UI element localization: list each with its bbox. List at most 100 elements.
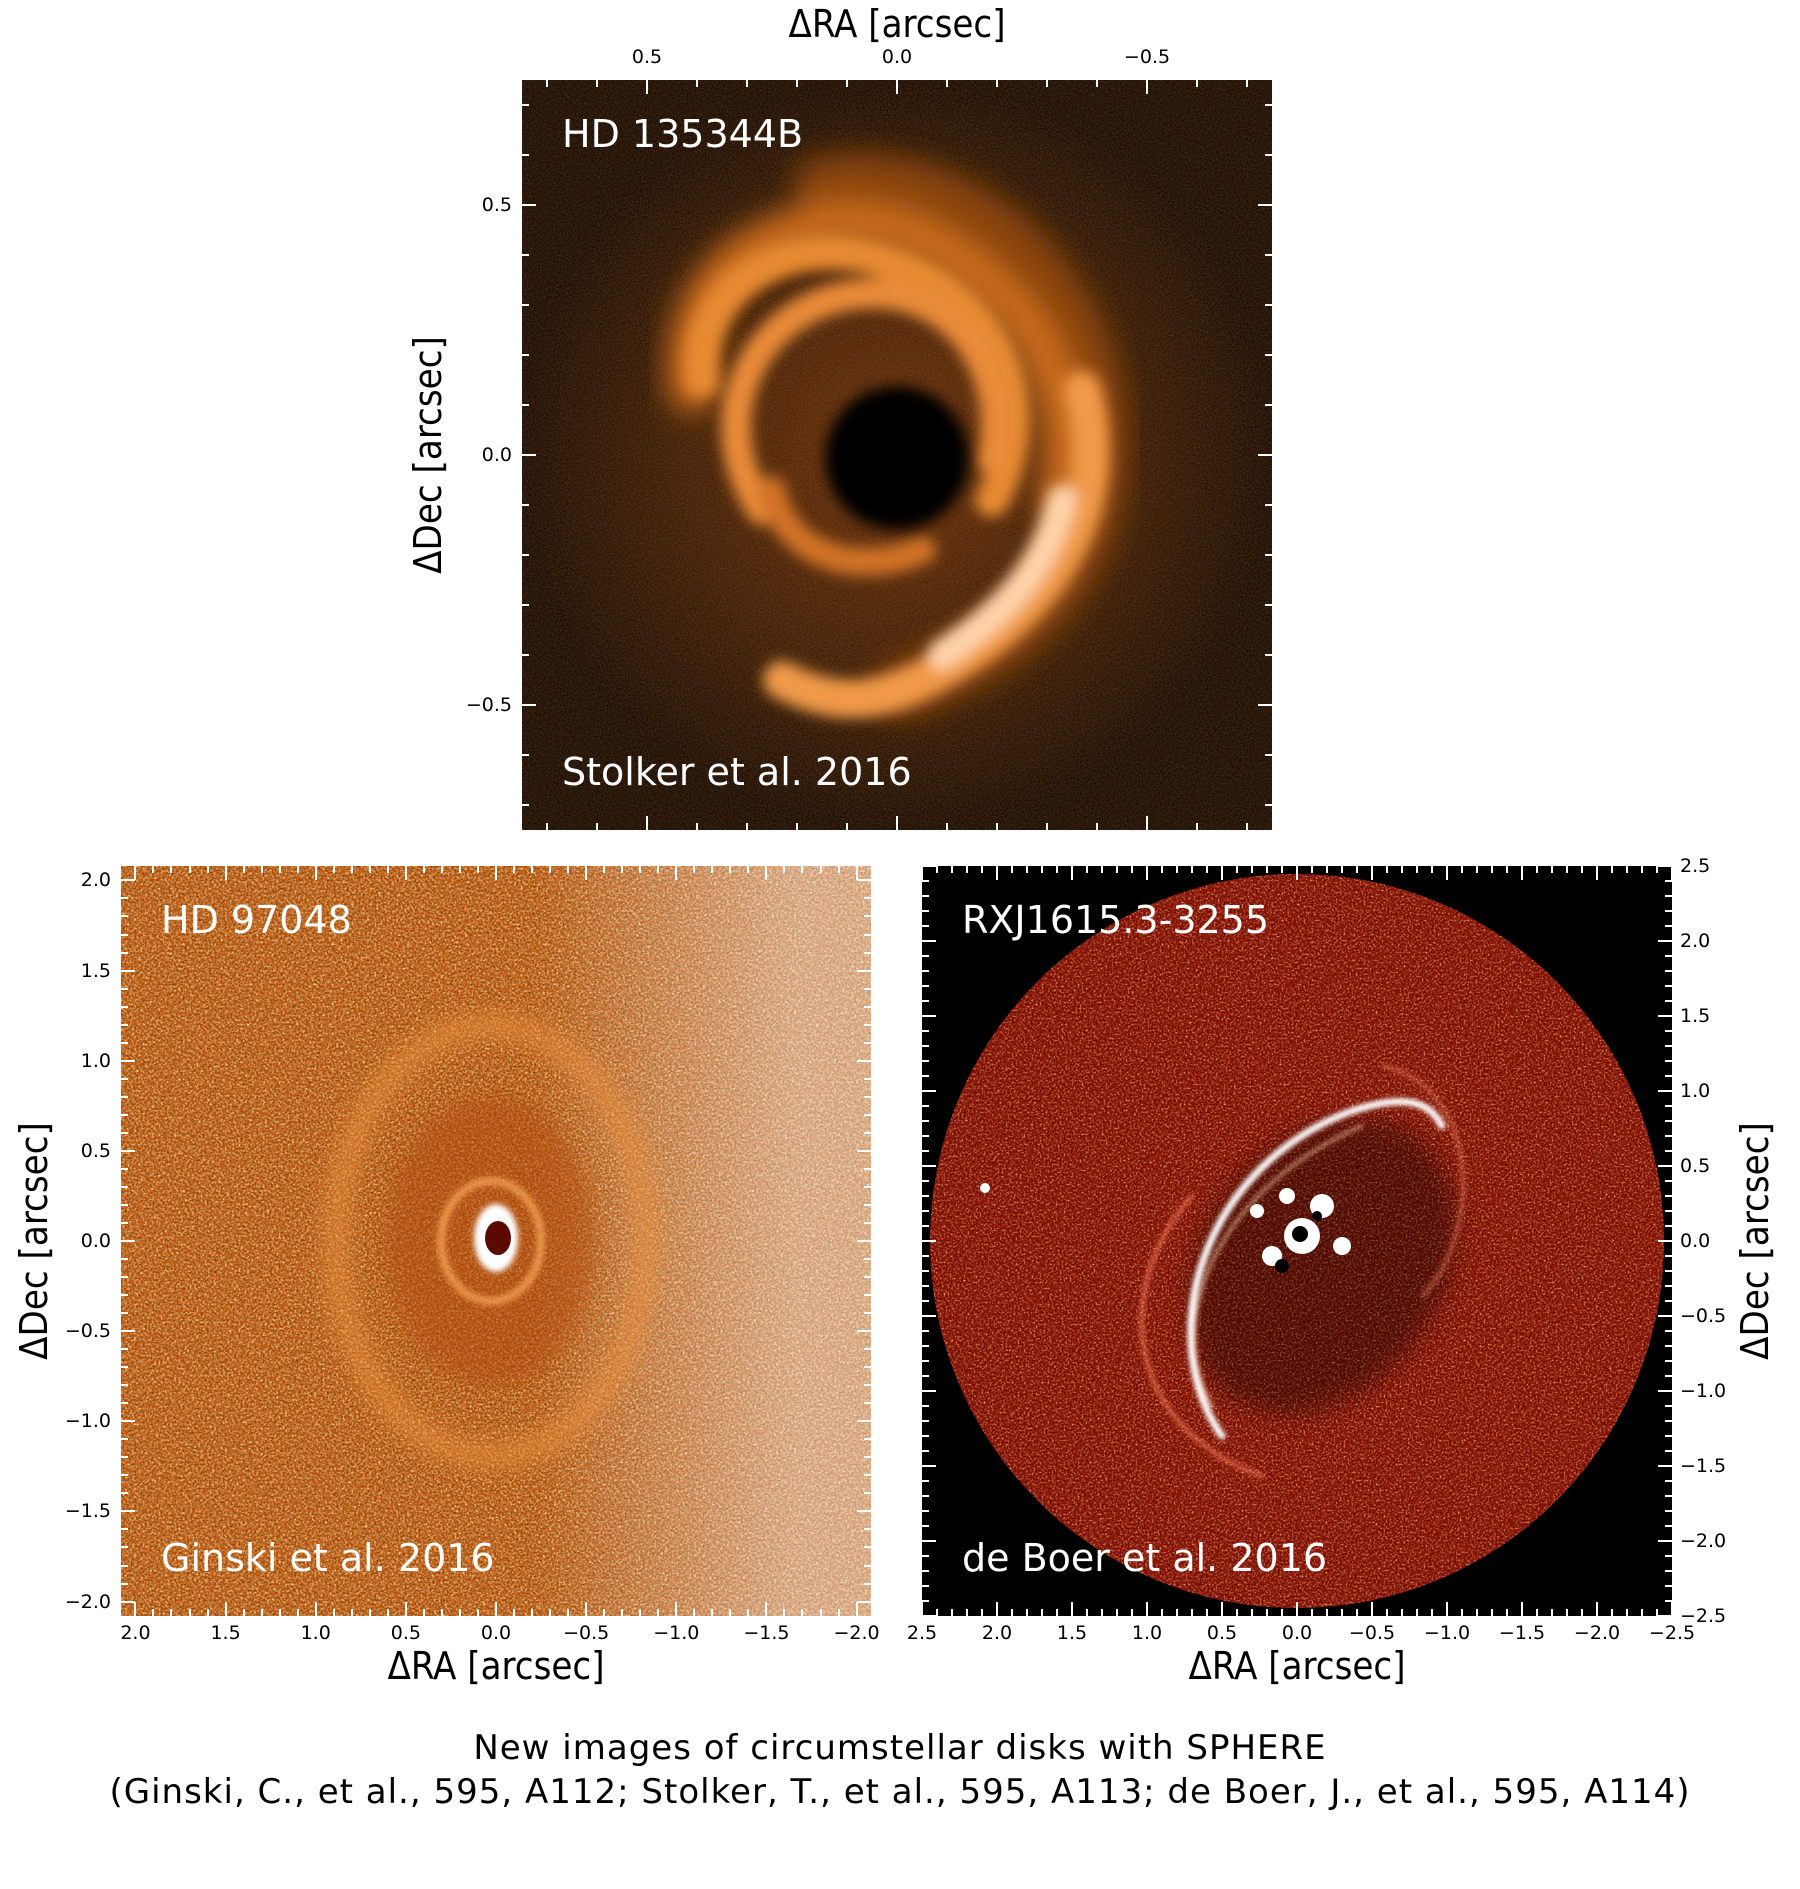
x-tick-label: −0.5 — [1348, 1622, 1396, 1644]
x-tick-mark — [1311, 866, 1313, 873]
x-tick-mark — [1611, 1609, 1613, 1616]
x-tick-mark — [996, 866, 998, 880]
y-tick-mark — [522, 354, 529, 356]
y-tick-mark — [1265, 154, 1272, 156]
x-tick-mark — [1326, 1609, 1328, 1616]
y-tick-mark — [922, 940, 936, 942]
y-tick-mark — [864, 1077, 871, 1080]
x-tick-mark — [855, 866, 858, 880]
y-tick-mark — [922, 1000, 929, 1002]
x-tick-mark — [242, 1609, 245, 1616]
x-tick-mark — [1236, 866, 1238, 873]
y-tick-mark — [121, 879, 135, 882]
x-tick-mark — [134, 1602, 137, 1616]
y-tick-mark — [922, 1210, 929, 1212]
x-tick-mark — [646, 816, 648, 830]
y-tick-mark — [1665, 1285, 1672, 1287]
y-tick-mark — [121, 1005, 128, 1008]
y-tick-mark — [1665, 1450, 1672, 1452]
x-tick-mark — [404, 866, 407, 880]
x-tick-mark — [1296, 1602, 1298, 1616]
br-x-axis-title: ΔRA [arcsec] — [1188, 1644, 1406, 1688]
x-tick-mark — [1041, 1609, 1043, 1616]
x-tick-mark — [1026, 866, 1028, 873]
target-name-label: HD 97048 — [161, 898, 352, 942]
y-tick-mark — [864, 951, 871, 954]
x-tick-label: −1.0 — [1423, 1622, 1471, 1644]
y-tick-mark — [522, 204, 536, 206]
y-tick-mark — [1665, 1075, 1672, 1077]
y-tick-mark — [922, 1195, 929, 1197]
top-x-axis-title: ΔRA [arcsec] — [788, 2, 1006, 46]
y-tick-mark — [121, 1167, 128, 1170]
y-tick-mark — [121, 915, 128, 918]
y-tick-label: −0.5 — [1680, 1305, 1727, 1327]
y-tick-mark — [922, 1045, 929, 1047]
x-tick-mark — [1626, 866, 1628, 873]
y-tick-mark — [922, 1480, 929, 1482]
y-tick-mark — [1265, 254, 1272, 256]
y-tick-mark — [857, 1510, 871, 1513]
y-tick-mark — [1665, 1330, 1672, 1332]
y-tick-mark — [922, 970, 929, 972]
x-tick-mark — [1266, 866, 1268, 873]
x-tick-mark — [837, 1609, 840, 1616]
x-tick-mark — [1191, 1609, 1193, 1616]
x-tick-mark — [693, 866, 696, 873]
x-tick-mark — [1371, 866, 1373, 880]
y-tick-mark — [864, 1438, 871, 1441]
x-tick-mark — [476, 1609, 479, 1616]
x-tick-mark — [946, 823, 948, 830]
x-tick-mark — [585, 866, 588, 880]
y-tick-mark — [1658, 1315, 1672, 1317]
x-tick-mark — [224, 866, 227, 880]
y-tick-mark — [121, 1528, 128, 1531]
y-tick-mark — [864, 1221, 871, 1224]
y-tick-mark — [864, 1528, 871, 1531]
y-tick-mark — [922, 1180, 929, 1182]
y-tick-mark — [1265, 804, 1272, 806]
bl-x-axis-title: ΔRA [arcsec] — [387, 1644, 605, 1688]
x-tick-mark — [729, 866, 732, 873]
y-tick-mark — [922, 1330, 929, 1332]
x-tick-mark — [546, 823, 548, 830]
y-tick-label: −0.5 — [465, 694, 512, 716]
x-tick-label: 0.0 — [881, 46, 913, 68]
x-tick-mark — [951, 866, 953, 873]
y-tick-mark — [121, 1366, 128, 1369]
y-tick-mark — [1258, 704, 1272, 706]
y-tick-mark — [922, 1270, 929, 1272]
y-tick-label: 1.5 — [80, 959, 111, 982]
x-tick-mark — [966, 866, 968, 873]
x-tick-mark — [422, 866, 425, 873]
x-tick-mark — [846, 80, 848, 87]
y-tick-mark — [857, 879, 871, 882]
x-tick-mark — [1326, 866, 1328, 873]
x-tick-mark — [1146, 816, 1148, 830]
x-tick-mark — [585, 1602, 588, 1616]
y-tick-label: 1.5 — [1680, 1005, 1711, 1027]
x-tick-mark — [1416, 866, 1418, 873]
y-tick-label: 0.0 — [1680, 1230, 1711, 1252]
y-tick-mark — [1665, 1225, 1672, 1227]
disk-image-hd97048 — [121, 866, 871, 1616]
x-tick-label: 2.5 — [906, 1622, 938, 1644]
y-tick-label: 0.5 — [1680, 1155, 1711, 1177]
y-tick-mark — [922, 865, 936, 867]
y-tick-mark — [922, 1420, 929, 1422]
y-tick-mark — [864, 1456, 871, 1459]
x-tick-mark — [1596, 866, 1598, 880]
y-tick-mark — [1658, 1090, 1672, 1092]
y-tick-mark — [121, 1221, 128, 1224]
y-tick-mark — [121, 1059, 135, 1062]
y-tick-mark — [922, 1225, 929, 1227]
x-tick-mark — [134, 866, 137, 880]
y-tick-mark — [1658, 1615, 1672, 1617]
x-tick-mark — [1046, 823, 1048, 830]
y-tick-mark — [121, 1131, 128, 1134]
y-tick-mark — [922, 1090, 936, 1092]
x-tick-mark — [783, 1609, 786, 1616]
y-tick-mark — [864, 1131, 871, 1134]
x-tick-mark — [260, 1609, 263, 1616]
y-tick-label: 0.0 — [80, 1230, 111, 1252]
